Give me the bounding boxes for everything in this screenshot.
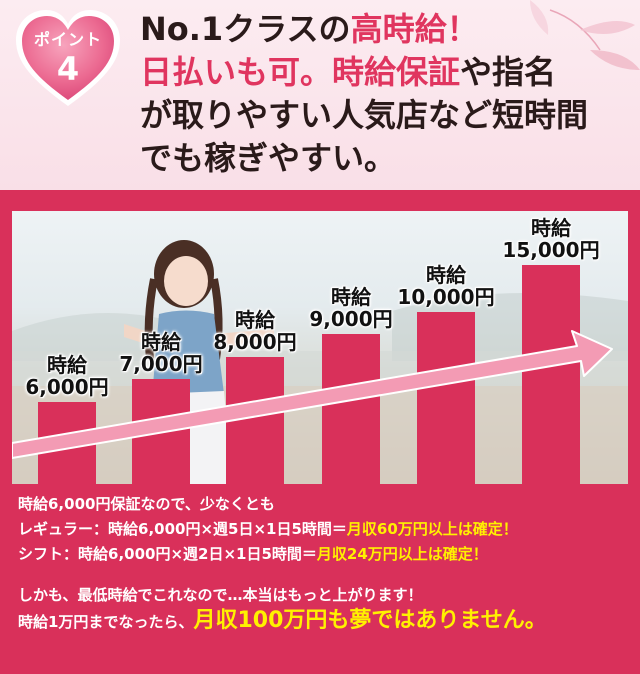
chart-bar <box>522 264 580 484</box>
bar-label-value: 10,000円 <box>397 284 495 309</box>
info-line-1: 時給6,000円保証なので、少なくとも <box>18 495 275 513</box>
bar-label-top: 時給 <box>426 262 466 287</box>
bar-label: 時給 10,000円 <box>396 264 496 308</box>
headline-line-4: でも稼ぎやすい。 <box>140 139 397 177</box>
bar-label: 時給 7,000円 <box>111 331 211 375</box>
headline: No.1クラスの高時給！ 日払いも可。時給保証や指名 が取りやすい人気店など短時… <box>140 8 630 180</box>
bar-label-value: 15,000円 <box>502 237 600 262</box>
bar-label-value: 7,000円 <box>119 352 203 377</box>
chart-bar <box>417 311 475 484</box>
bar-label-top: 時給 <box>235 307 275 332</box>
info-line-3: シフト：時給6,000円×週2日×1日5時間＝月収24万円以上は確定！ <box>18 545 488 563</box>
header: ポイント 4 No.1クラスの高時給！ 日払いも可。時給保証や指名 が取りやすい… <box>0 0 640 190</box>
headline-line-2: 日払いも可。時給保証や指名 <box>140 53 557 91</box>
point-badge: ポイント 4 <box>12 6 124 110</box>
headline-line-3: が取りやすい人気店など短時間 <box>140 96 589 134</box>
heart-icon <box>16 10 120 106</box>
badge-number: 4 <box>56 50 80 88</box>
badge-label: ポイント <box>33 30 102 49</box>
bar-label: 時給 15,000円 <box>501 217 601 261</box>
bar-label-top: 時給 <box>141 330 181 355</box>
hourly-wage-chart: 時給 6,000円 時給 7,000円 時給 8,000円 時給 9,000円 時給 10,000… <box>12 211 628 484</box>
info-line-2: レギュラー：時給6,000円×週5日×1日5時間＝月収60万円以上は確定！ <box>18 520 518 538</box>
chart-bar <box>322 334 380 484</box>
growth-arrow-icon <box>12 330 613 459</box>
bar-label: 時給 6,000円 <box>17 354 117 398</box>
info-line-4: しかも、最低時給でこれなので…本当はもっと上がります！ <box>18 586 423 604</box>
bar-label-value: 6,000円 <box>25 375 109 399</box>
bar-label: 時給 9,000円 <box>301 286 401 330</box>
headline-line-1: No.1クラスの高時給！ <box>140 10 479 48</box>
bar-label-top: 時給 <box>331 285 371 310</box>
bar-label-top: 時給 <box>47 353 87 377</box>
info-text: 時給6,000円保証なので、少なくとも レギュラー：時給6,000円×週5日×1… <box>18 492 628 635</box>
petal-decoration-icon <box>530 0 640 70</box>
bar-label-value: 9,000円 <box>309 307 393 332</box>
bar-label-value: 8,000円 <box>213 329 297 354</box>
bar-label-top: 時給 <box>531 215 571 240</box>
bar-label: 時給 8,000円 <box>205 309 305 353</box>
info-line-5: 時給1万円までなったら、月収100万円も夢ではありません。 <box>18 608 547 633</box>
